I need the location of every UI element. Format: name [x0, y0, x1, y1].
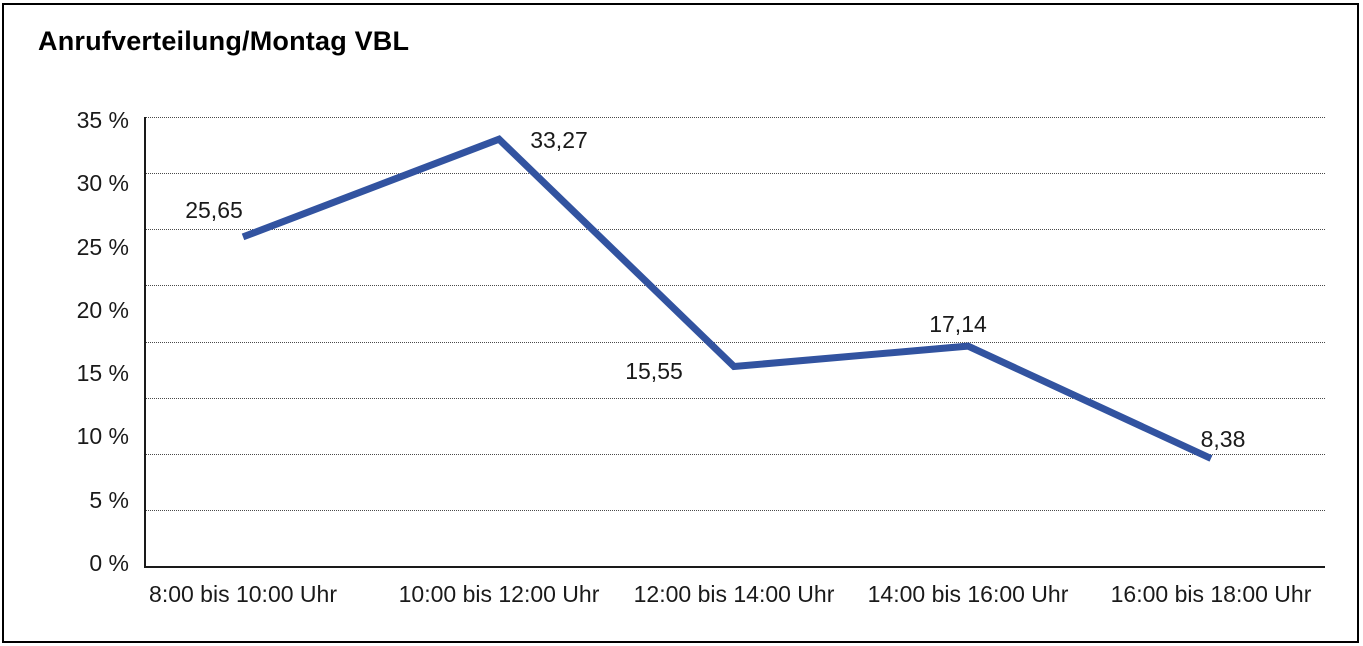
y-tick-label: 35 %	[76, 107, 129, 133]
y-tick-label: 25 %	[76, 233, 129, 260]
x-tick-label: 8:00 bis 10:00 Uhr	[149, 581, 337, 607]
chart-title: Anrufverteilung/Montag VBL	[38, 26, 410, 56]
data-value-label: 15,55	[625, 358, 683, 384]
data-line	[241, 135, 1213, 462]
y-tick-label: 0 %	[89, 550, 129, 576]
data-value-label: 33,27	[530, 127, 588, 153]
y-tick-label: 10 %	[76, 423, 129, 450]
data-value-label: 25,65	[185, 197, 243, 223]
y-tick-label: 15 %	[76, 360, 129, 387]
y-tick-label: 5 %	[89, 486, 129, 513]
y-tick-label: 30 %	[76, 170, 129, 197]
x-tick-label: 12:00 bis 14:00 Uhr	[633, 581, 835, 607]
x-tick-label: 16:00 bis 18:00 Uhr	[1110, 581, 1312, 607]
y-axis-line	[144, 117, 146, 566]
x-tick-label: 14:00 bis 16:00 Uhr	[867, 581, 1069, 607]
data-value-label: 8,38	[1200, 426, 1246, 452]
y-tick-label: 20 %	[76, 296, 129, 323]
data-value-label: 17,14	[929, 311, 987, 337]
chart-outer-frame	[2, 3, 1359, 643]
x-axis-line	[144, 566, 1325, 568]
x-tick-label: 10:00 bis 12:00 Uhr	[398, 581, 600, 607]
